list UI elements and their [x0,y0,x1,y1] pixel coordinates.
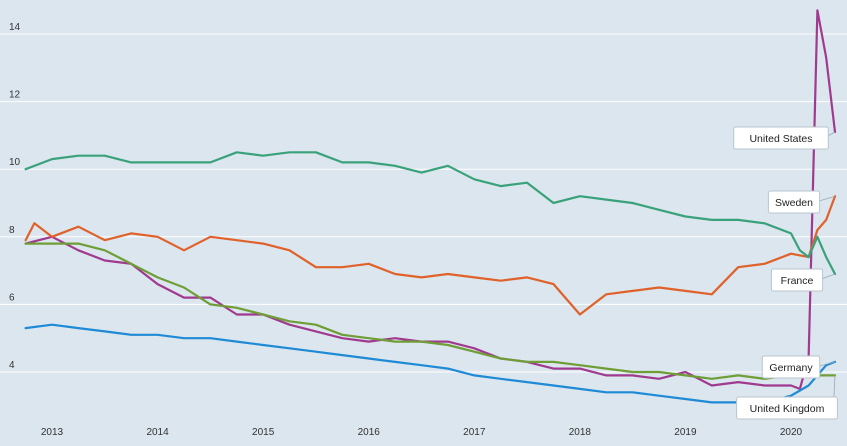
series-label-united-states: United States [733,126,836,150]
x-tick-label: 2013 [41,427,64,438]
series-label-sweden: Sweden [767,190,836,214]
label-box [736,396,838,420]
y-axis-ticks: 4 6 8 10 12 14 [9,22,21,371]
series-line-germany [24,323,837,404]
series-label-united-kingdom: United Kingdom [736,375,838,420]
y-tick-label: 14 [9,22,21,33]
x-tick-label: 2018 [569,427,592,438]
x-tick-label: 2016 [358,427,381,438]
label-box [767,190,821,214]
x-tick-label: 2014 [146,427,169,438]
series-lines [24,9,837,404]
y-tick-label: 10 [9,157,21,168]
series-line-united-kingdom [24,242,837,380]
series-label-text: Germany [769,362,813,374]
label-box [770,268,824,292]
y-tick-label: 8 [9,225,15,236]
y-tick-label: 4 [9,360,15,371]
y-tick-label: 12 [9,90,21,101]
x-tick-label: 2020 [780,427,803,438]
series-line-united-states [24,9,837,390]
series-label-text: United States [749,133,812,145]
label-box [733,126,829,150]
label-box [761,355,821,379]
x-axis-ticks: 2013 2014 2015 2016 2017 2018 2019 2020 [41,427,803,438]
series-line-france [24,151,837,276]
series-label-france: France [770,268,836,292]
series-line-sweden [24,195,837,316]
grid-lines [0,33,847,373]
series-labels: United States Sweden France Germany United K… [733,126,838,420]
x-tick-label: 2019 [674,427,697,438]
x-tick-label: 2017 [463,427,486,438]
x-tick-label: 2015 [252,427,275,438]
series-label-text: Sweden [775,197,813,209]
series-label-text: United Kingdom [750,403,825,415]
series-label-germany: Germany [761,355,836,379]
y-tick-label: 6 [9,292,15,303]
series-label-text: France [781,275,814,287]
